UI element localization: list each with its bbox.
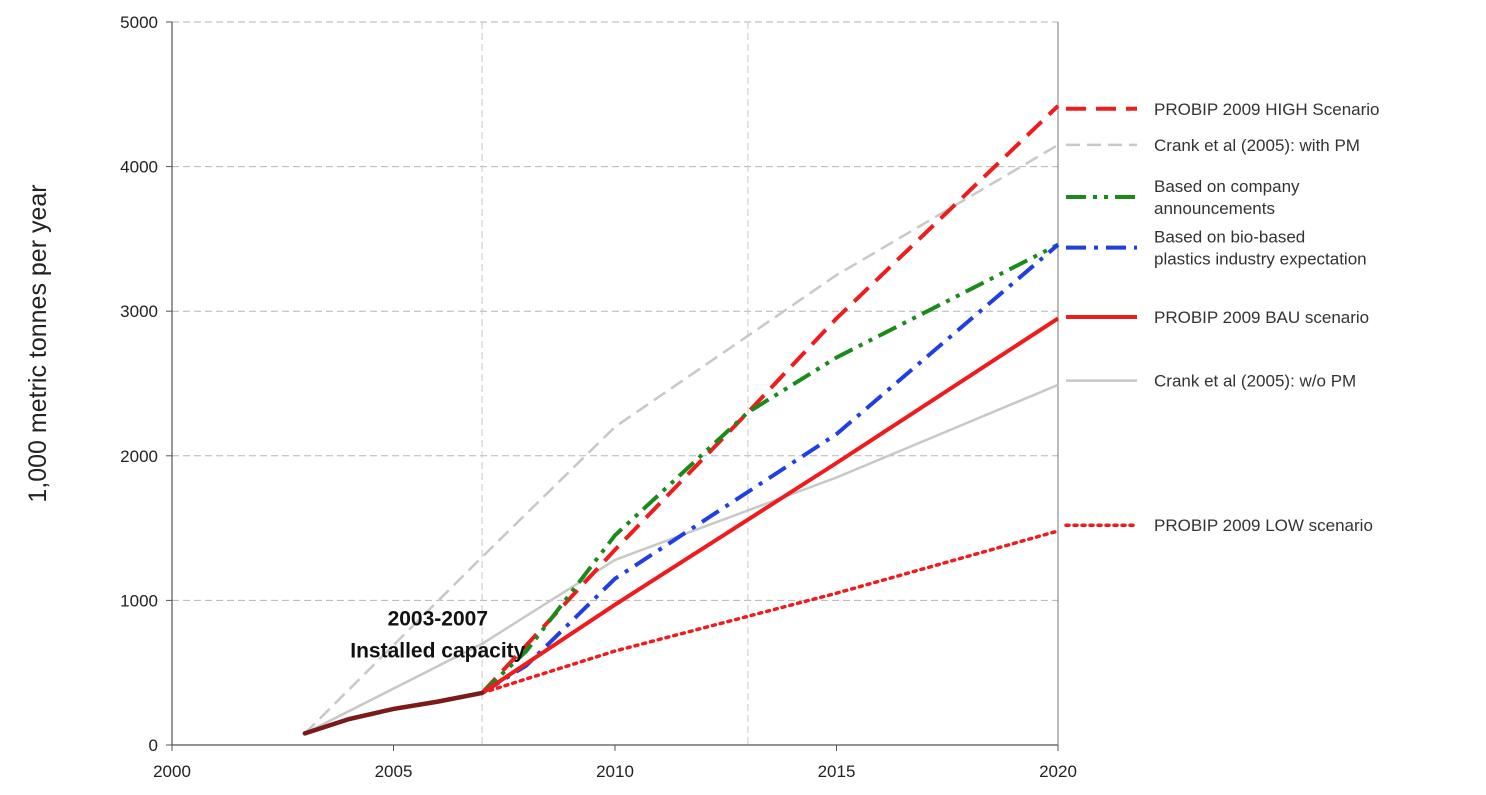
- y-tick-label: 4000: [120, 158, 158, 177]
- data-series: [302, 104, 1060, 736]
- y-tick-label: 1000: [120, 591, 158, 610]
- legend-label-7: PROBIP 2009 LOW scenario: [1154, 516, 1373, 535]
- series-line-7: [480, 529, 1060, 695]
- y-axis-label: 1,000 metric tonnes per year: [24, 184, 52, 502]
- installed-capacity-line: [302, 690, 485, 736]
- series-line-5: [481, 243, 1060, 695]
- x-tick-label: 2020: [1039, 762, 1077, 781]
- axes: [171, 22, 1059, 746]
- x-tick-label: 2010: [596, 762, 634, 781]
- annotation-line-2: Installed capacity: [350, 640, 525, 663]
- legend-label-4: Based on company: [1154, 177, 1300, 196]
- x-axis-ticks: 2000 2005 2010 2015 2020: [153, 745, 1077, 781]
- legend-label-2: Crank et al (2005): with PM: [1154, 136, 1360, 155]
- series-line-3: [480, 104, 1060, 695]
- series-line-1: [304, 383, 1059, 735]
- y-tick-label: 3000: [120, 302, 158, 321]
- legend-label-1: Crank et al (2005): w/o PM: [1154, 372, 1356, 391]
- series-line-2: [304, 143, 1059, 735]
- series-line-4: [480, 242, 1059, 695]
- y-tick-label: 5000: [120, 13, 158, 32]
- legend-label-5: plastics industry expectation: [1154, 250, 1367, 269]
- legend-label-4: announcements: [1154, 199, 1275, 218]
- series-line-6: [480, 316, 1060, 695]
- annotation-line-1: 2003-2007: [388, 608, 488, 631]
- installed-capacity-annotation: 2003-2007 Installed capacity: [350, 608, 525, 663]
- legend: Crank et al (2005): w/o PM Crank et al (2…: [1064, 100, 1380, 535]
- x-tick-label: 2015: [818, 762, 856, 781]
- y-tick-label: 0: [149, 736, 158, 755]
- legend-label-6: PROBIP 2009 BAU scenario: [1154, 308, 1369, 327]
- legend-label-5: Based on bio-based: [1154, 228, 1305, 247]
- legend-label-3: PROBIP 2009 HIGH Scenario: [1154, 100, 1380, 119]
- y-tick-label: 2000: [120, 447, 158, 466]
- x-tick-label: 2000: [153, 762, 191, 781]
- x-tick-label: 2005: [375, 762, 413, 781]
- y-axis-ticks: 0 1000 2000 3000 4000 5000: [120, 13, 172, 755]
- grid-lines: [172, 21, 1058, 745]
